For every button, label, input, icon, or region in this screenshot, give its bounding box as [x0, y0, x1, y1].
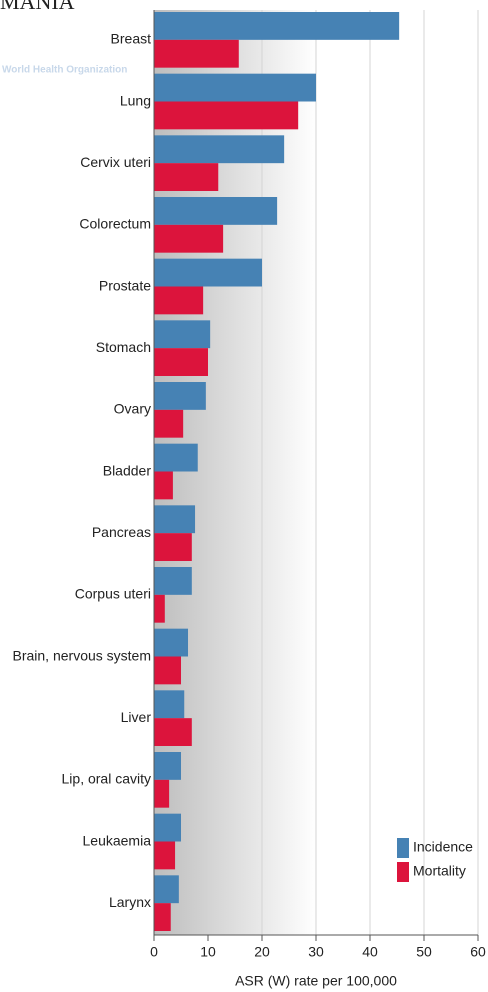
y-tick-label: Lung [120, 92, 151, 108]
x-tick-label: 10 [200, 944, 216, 960]
legend-label: Mortality [413, 863, 466, 879]
bar [154, 320, 211, 349]
y-tick-label: Lip, oral cavity [62, 771, 151, 787]
bar [154, 533, 192, 561]
bar [154, 73, 316, 102]
watermark: World Health Organization [2, 65, 127, 76]
y-tick-label: Ovary [114, 401, 151, 417]
bar [154, 12, 400, 40]
bar [154, 286, 204, 315]
y-tick-label: Liver [121, 709, 152, 725]
bar [154, 875, 179, 904]
legend-swatch [397, 838, 409, 858]
y-tick-label: Bladder [103, 462, 152, 478]
y-tick-label: Stomach [96, 339, 151, 355]
bar [154, 101, 299, 130]
x-tick-label: 40 [362, 944, 378, 960]
x-axis-label: ASR (W) rate per 100,000 [235, 973, 397, 989]
y-tick-label: Breast [111, 31, 152, 47]
bar [154, 628, 189, 657]
y-tick-label: Brain, nervous system [13, 647, 152, 663]
bar [154, 471, 173, 500]
y-tick-label: Corpus uteri [75, 586, 151, 602]
y-tick-label: Larynx [109, 894, 151, 910]
bar [154, 594, 165, 623]
x-tick-label: 0 [150, 944, 158, 960]
chart-title: MANIA [0, 0, 75, 14]
y-tick-label: Prostate [99, 277, 151, 293]
bar [154, 779, 170, 808]
bar [154, 348, 208, 376]
bar [154, 903, 171, 931]
bar [154, 382, 206, 410]
bar [154, 163, 219, 191]
bar [154, 409, 184, 438]
bar [154, 813, 181, 842]
bar [154, 567, 192, 595]
bar [154, 505, 196, 534]
bar [154, 718, 192, 746]
bar [154, 224, 224, 253]
legend-label: Incidence [413, 839, 473, 855]
bar [154, 841, 176, 870]
bar [154, 690, 185, 719]
x-tick-label: 60 [470, 944, 486, 960]
legend-swatch [397, 862, 409, 882]
bar [154, 135, 285, 164]
x-tick-label: 30 [308, 944, 324, 960]
bar [154, 39, 239, 68]
bar [154, 752, 181, 780]
x-tick-label: 50 [416, 944, 432, 960]
y-tick-label: Leukaemia [83, 832, 152, 848]
y-tick-label: Cervix uteri [80, 154, 151, 170]
bar [154, 197, 278, 225]
bar [154, 656, 181, 685]
bar [154, 443, 198, 472]
y-tick-label: Colorectum [79, 216, 151, 232]
x-tick-label: 20 [254, 944, 270, 960]
bar [154, 258, 262, 287]
y-tick-label: Pancreas [92, 524, 151, 540]
